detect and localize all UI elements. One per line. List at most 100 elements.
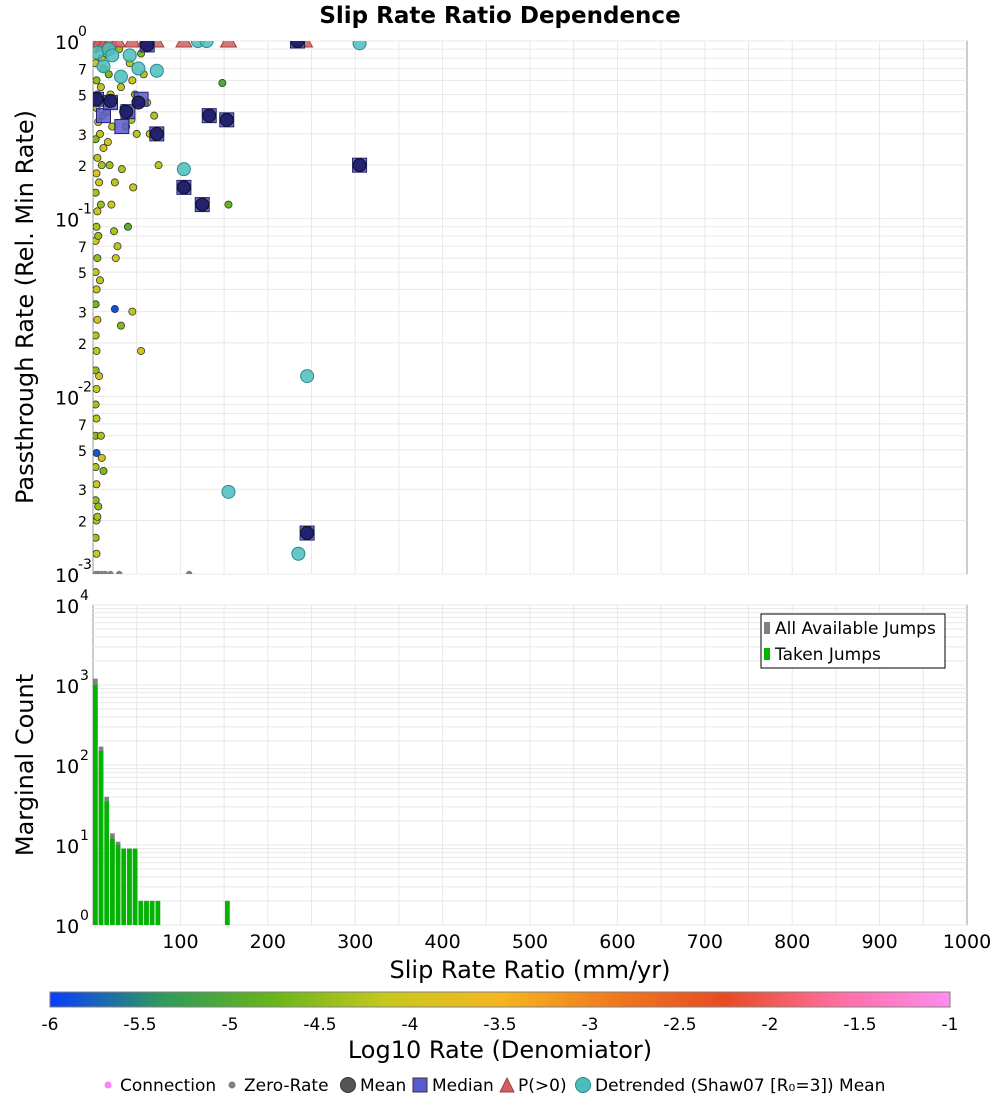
connection-point: [93, 480, 101, 489]
connection-point: [137, 346, 146, 355]
p-gt-0-marker: [219, 41, 238, 48]
taken-jumps-bar: [155, 900, 161, 925]
connection-point: [93, 169, 101, 178]
detrended-mean-marker: [199, 41, 214, 48]
x-tick-label: 500: [512, 931, 548, 953]
connection-point: [93, 512, 102, 521]
connection-point: [128, 76, 137, 85]
taken-jumps-bar: [138, 900, 144, 925]
connection-point: [93, 76, 101, 85]
colorbar-tick-label: -3: [582, 1015, 599, 1035]
colorbar: -6 -5.5 -5 -4.5 -4 -3.5 -3 -2.5 -2 -1.5 -1 Log10 R…: [42, 991, 959, 1064]
connection-point: [154, 161, 163, 170]
detrended-mean-marker: [149, 63, 164, 78]
connection-point: [224, 200, 233, 209]
legend-zero-rate-label: Zero-Rate: [244, 1076, 329, 1096]
connection-point: [116, 321, 125, 330]
connection-point: [93, 331, 100, 340]
y-tick-label: 5: [78, 266, 87, 282]
legend-detrended-marker: [575, 1077, 591, 1093]
connection-point: [93, 463, 100, 472]
connection-point: [129, 183, 138, 192]
legend-detrended-label: Detrended (Shaw07 [R₀=3]) Mean: [595, 1076, 885, 1096]
x-tick-label: 300: [337, 931, 373, 953]
taken-jumps-bar: [93, 685, 98, 925]
colorbar-gradient: [49, 991, 951, 1008]
connection-point: [93, 207, 102, 216]
taken-jumps-bar: [98, 750, 104, 925]
histogram-legend: All Available Jumps Taken Jumps: [760, 613, 946, 669]
connection-point: [128, 307, 137, 316]
connection-point: [99, 143, 108, 152]
detrended-mean-marker: [352, 41, 367, 51]
legend-mean-marker: [340, 1077, 356, 1093]
detrended-mean-marker: [113, 69, 128, 84]
colorbar-label: Log10 Rate (Denomiator): [348, 1036, 652, 1064]
colorbar-tick-label: -3.5: [483, 1015, 516, 1035]
colorbar-tick-label: -6: [42, 1015, 59, 1035]
detrended-mean-marker: [96, 59, 111, 74]
mean-marker: [131, 95, 146, 110]
p-gt-0-marker: [123, 41, 142, 48]
legend-p-label: P(>0): [518, 1076, 567, 1096]
mean-marker: [352, 158, 367, 173]
x-tick-label: 200: [250, 931, 286, 953]
colorbar-ticks: -6 -5.5 -5 -4.5 -4 -3.5 -3 -2.5 -2 -1.5 -1: [42, 1015, 959, 1035]
connection-point: [113, 242, 122, 251]
connection-point: [93, 549, 101, 558]
connection-point: [150, 111, 159, 120]
taken-jumps-bar: [127, 848, 132, 925]
connection-point: [97, 161, 106, 170]
legend-zero-rate-marker: [228, 1081, 236, 1089]
connection-point: [105, 161, 114, 170]
top-grid: [93, 40, 967, 575]
connection-point: [93, 254, 102, 263]
y-tick-label: 3: [78, 483, 87, 499]
detrended-mean-marker: [176, 162, 191, 177]
connection-point: [95, 276, 104, 285]
y-tick-label: 10: [55, 756, 79, 778]
bottom-grid: [93, 604, 967, 926]
y-tick-exponent: 0: [78, 24, 87, 40]
zero-rate-point: [116, 570, 123, 574]
legend-p-marker: [499, 1076, 515, 1093]
connection-point: [93, 315, 102, 324]
mean-marker: [176, 180, 191, 195]
median-marker: [114, 119, 130, 135]
connection-point: [93, 346, 101, 355]
y-tick-label: 10: [55, 676, 79, 698]
connection-point: [96, 200, 105, 209]
detrended-mean-marker: [122, 48, 137, 63]
detrended-mean-marker: [221, 484, 236, 499]
connection-point: [218, 79, 227, 88]
y-tick-exponent: -3: [78, 557, 92, 573]
top-data-points: [93, 41, 368, 574]
y-tick-exponent: 1: [80, 828, 89, 844]
connection-point: [95, 178, 104, 187]
connection-point: [93, 135, 100, 144]
connection-point: [117, 165, 126, 174]
connection-point: [93, 222, 101, 231]
mean-marker: [119, 104, 134, 119]
y-tick-label: 10: [55, 387, 79, 409]
connection-point: [93, 448, 101, 457]
x-tick-label: 900: [861, 931, 897, 953]
colorbar-tick-label: -5.5: [123, 1015, 156, 1035]
connection-point: [116, 83, 125, 92]
connection-point: [93, 533, 100, 542]
x-axis-label: Slip Rate Ratio (mm/yr): [390, 956, 671, 984]
y-tick-exponent: -1: [78, 202, 92, 218]
zero-rate-point: [102, 570, 109, 574]
x-tick-label: 1000: [943, 931, 991, 953]
y-tick-exponent: 3: [80, 668, 89, 684]
legend-connection-marker: [104, 1081, 112, 1089]
connection-point: [109, 227, 118, 236]
y-tick-label: 3: [78, 128, 87, 144]
y-tick-label: 2: [78, 159, 87, 175]
mean-marker: [202, 108, 217, 123]
y-tick-label: 7: [78, 63, 87, 79]
legend-median-label: Median: [432, 1076, 494, 1096]
y-tick-label: 10: [55, 596, 79, 618]
y-tick-label: 2: [78, 337, 87, 353]
